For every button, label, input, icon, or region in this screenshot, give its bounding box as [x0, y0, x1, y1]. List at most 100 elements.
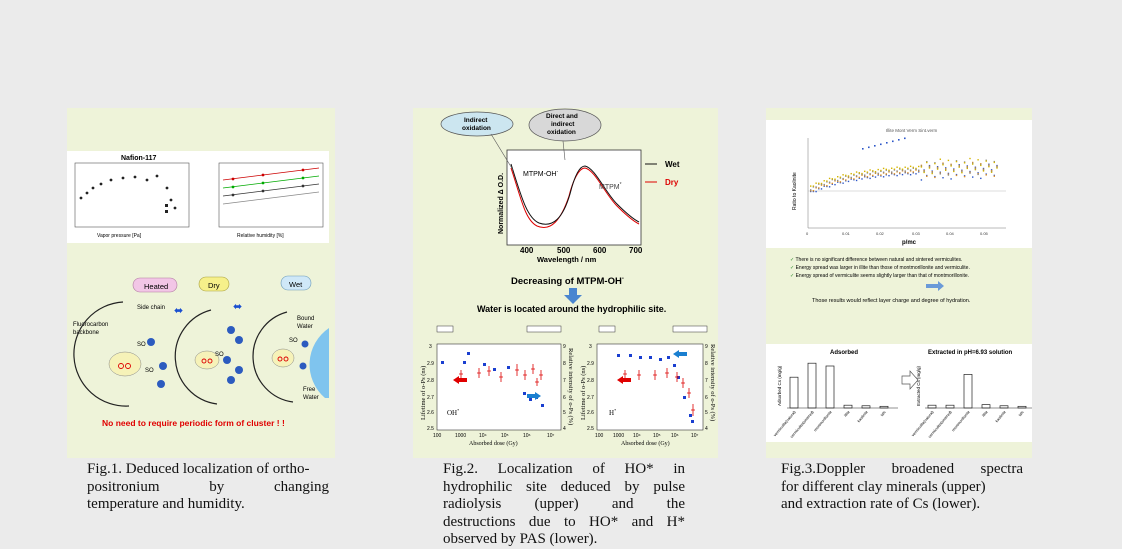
fig3-scatter-point [898, 139, 900, 141]
fig2-left-xlabel: Absorbed dose (Gy) [469, 440, 518, 447]
fig1-dry-tag [198, 276, 230, 292]
fig3-scatter-point [901, 169, 904, 171]
fig3-scatter-point [974, 166, 977, 168]
fig3-scatter-point [966, 166, 968, 168]
fig1-positronium-marks [118, 356, 289, 369]
figure-2-panel: MTPM-OH- MTPM* Wet Dry Normalized Δ O.D.… [413, 108, 718, 458]
fig3-scatter-point [982, 167, 985, 170]
fig3-scatter-point [872, 170, 874, 173]
fig3-scatter-point [936, 167, 939, 170]
fig3-scatter-point [823, 184, 825, 187]
fig3-scatter-point [842, 182, 844, 184]
fig3-scatter-point [882, 172, 885, 174]
fig3-scatter-point [880, 170, 882, 172]
fig3-scatter-point [858, 172, 860, 174]
fig3-scatter-point [904, 166, 906, 168]
fig3-scatter-point [874, 172, 877, 174]
bar-category-label: talc [1018, 410, 1025, 417]
fig3-scatter-point [926, 174, 928, 177]
fig3-scatter-point [823, 180, 825, 182]
fig1-cluster-1 [108, 351, 142, 377]
fig3-scatter-point [861, 173, 863, 176]
fig3-scatter-point [874, 176, 877, 178]
fig3-scatter-point [845, 175, 847, 177]
fig3-scatter-point [837, 179, 839, 182]
fig3-scatter-point [850, 178, 852, 180]
fig3-scatter-point [839, 177, 842, 179]
fig3-scatter-point [869, 173, 871, 176]
fig3-scatter-point [988, 165, 990, 167]
fig3-scatter-point [866, 176, 869, 178]
fig3-scatter-point [885, 168, 887, 171]
fig3-scatter-point [820, 182, 823, 185]
fig3-scatter-point [942, 164, 944, 166]
fig3-right-arrow [926, 281, 944, 291]
fig1-note: No need to require periodic form of clus… [102, 418, 285, 428]
fig1-caption-line-2: positronium by changing [87, 478, 329, 495]
fig2-down-arrow [564, 288, 582, 304]
fig3-scatter-point [907, 167, 909, 169]
svg-text:10⁶: 10⁶ [671, 433, 679, 439]
fig3-scatter-point [826, 180, 828, 182]
fig3-legend: Illite Mont Verm Sint.verm [886, 128, 938, 133]
fig1-chart-box [67, 151, 329, 243]
fig2-right-blue-arrow [673, 350, 687, 358]
fig3-scatter-point [958, 164, 960, 166]
fig3-scatter-point [977, 172, 979, 175]
fig3-scatter-point [818, 187, 820, 189]
fig3-scatter-point [958, 165, 960, 168]
svg-text:5: 5 [705, 410, 708, 416]
fig3-scatter-point [934, 175, 936, 178]
figure-1-panel: Nafion-117 Vapor pressure [Pa] Relative … [67, 108, 335, 458]
fig3-scatter-point [828, 186, 831, 188]
fig3-scatter-point [853, 178, 855, 180]
fig2-right-yticks: 3 2.9 2.8 2.7 2.6 2.5 [587, 344, 594, 432]
fig3-scatter-point [931, 170, 933, 172]
fig3-scatter-point [855, 171, 858, 173]
fig2-direct-bubble [528, 108, 602, 142]
fig3-scatter-point [963, 161, 966, 163]
svg-text:0: 0 [806, 231, 809, 236]
fig3-scatter-point [947, 173, 950, 175]
fig3-scatter-point [893, 173, 896, 175]
fig3-scatter-point [853, 179, 855, 181]
fig3-scatter-point [812, 186, 815, 188]
fig3-scatter-point [850, 176, 852, 179]
fig2-bubble2-line2: indirect [551, 121, 575, 128]
fig3-scatter-point [955, 160, 958, 162]
fig3-scatter-point [966, 165, 968, 167]
fig3-scatter-point [993, 160, 995, 163]
fig3-scatter-point [950, 165, 952, 167]
fig3-scatter-point [885, 173, 887, 175]
fig2-right-right-yticks: 9 8 7 6 5 4 [705, 344, 708, 432]
svg-text:8: 8 [563, 361, 566, 367]
fig3-scatter-point [847, 176, 850, 179]
fig3-scatter-point [880, 143, 882, 146]
fig3-scatter-point [950, 163, 952, 166]
svg-text:10⁷: 10⁷ [547, 433, 555, 439]
fig3-scatter-point [996, 166, 998, 168]
fig3-scatter-point [842, 177, 844, 180]
fig3-scatter-point [963, 162, 966, 164]
bar [789, 376, 799, 409]
fig3-scatter-point [882, 171, 885, 173]
fig3-bullet-3: ✓ Energy spread of vermiculite seems sli… [790, 273, 969, 279]
fig3-scatter-point [810, 190, 812, 192]
fig3-scatter-point [915, 167, 917, 170]
fig3-scatter-point [820, 183, 823, 186]
fig2-decreasing-text: Decreasing of MTPM-OH- [511, 276, 624, 287]
fig3-scatter-point [855, 175, 858, 178]
fig3-scatter-point [996, 167, 998, 169]
fig3-scatter-point [934, 162, 936, 164]
fig3-scatter-point [926, 175, 928, 178]
fig3-scatter-point [815, 190, 817, 193]
fig2-legend-wet: Wet [665, 160, 680, 169]
fig2-xtick-700: 700 [629, 246, 643, 255]
fig3-scatter-point [820, 184, 823, 186]
fig3-scatter-point [923, 169, 925, 171]
fig3-scatter-point [882, 167, 885, 170]
fig1-bound-label: Bound [297, 316, 314, 322]
fig2-right-red-arrow [617, 376, 631, 384]
fig3-chart-box [766, 120, 1032, 248]
fig3-scatter-point [955, 160, 958, 163]
